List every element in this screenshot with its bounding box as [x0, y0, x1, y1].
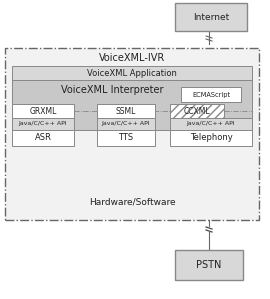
Text: ECMAScript: ECMAScript	[192, 91, 230, 97]
Text: Java/C/C++ API: Java/C/C++ API	[19, 121, 67, 126]
Text: GRXML: GRXML	[29, 106, 57, 115]
Text: VoiceXML-IVR: VoiceXML-IVR	[99, 53, 165, 63]
Bar	[97, 118, 155, 130]
Text: Java/C/C++ API: Java/C/C++ API	[102, 121, 150, 126]
Bar	[170, 104, 224, 118]
Text: Telephony: Telephony	[190, 133, 232, 143]
Bar	[97, 130, 155, 146]
Text: Hardware/Software: Hardware/Software	[89, 198, 175, 207]
Bar	[170, 130, 252, 146]
Text: Java/C/C++ API: Java/C/C++ API	[187, 121, 235, 126]
Text: PSTN: PSTN	[196, 260, 222, 270]
Bar	[12, 118, 74, 130]
Text: TTS: TTS	[119, 133, 134, 143]
Bar	[170, 118, 252, 130]
Text: Internet: Internet	[193, 13, 229, 22]
Text: VoiceXML Interpreter: VoiceXML Interpreter	[61, 85, 163, 95]
Text: CCXML: CCXML	[184, 106, 210, 115]
Bar	[12, 66, 252, 80]
Bar	[5, 48, 259, 220]
Text: VoiceXML Application: VoiceXML Application	[87, 68, 177, 77]
Bar	[97, 104, 155, 118]
Text: ASR: ASR	[35, 133, 52, 143]
Bar	[181, 87, 241, 102]
Bar	[12, 104, 74, 118]
Bar	[12, 80, 252, 130]
Bar	[175, 250, 243, 280]
Text: SSML: SSML	[116, 106, 136, 115]
Bar	[12, 130, 74, 146]
Bar	[175, 3, 247, 31]
